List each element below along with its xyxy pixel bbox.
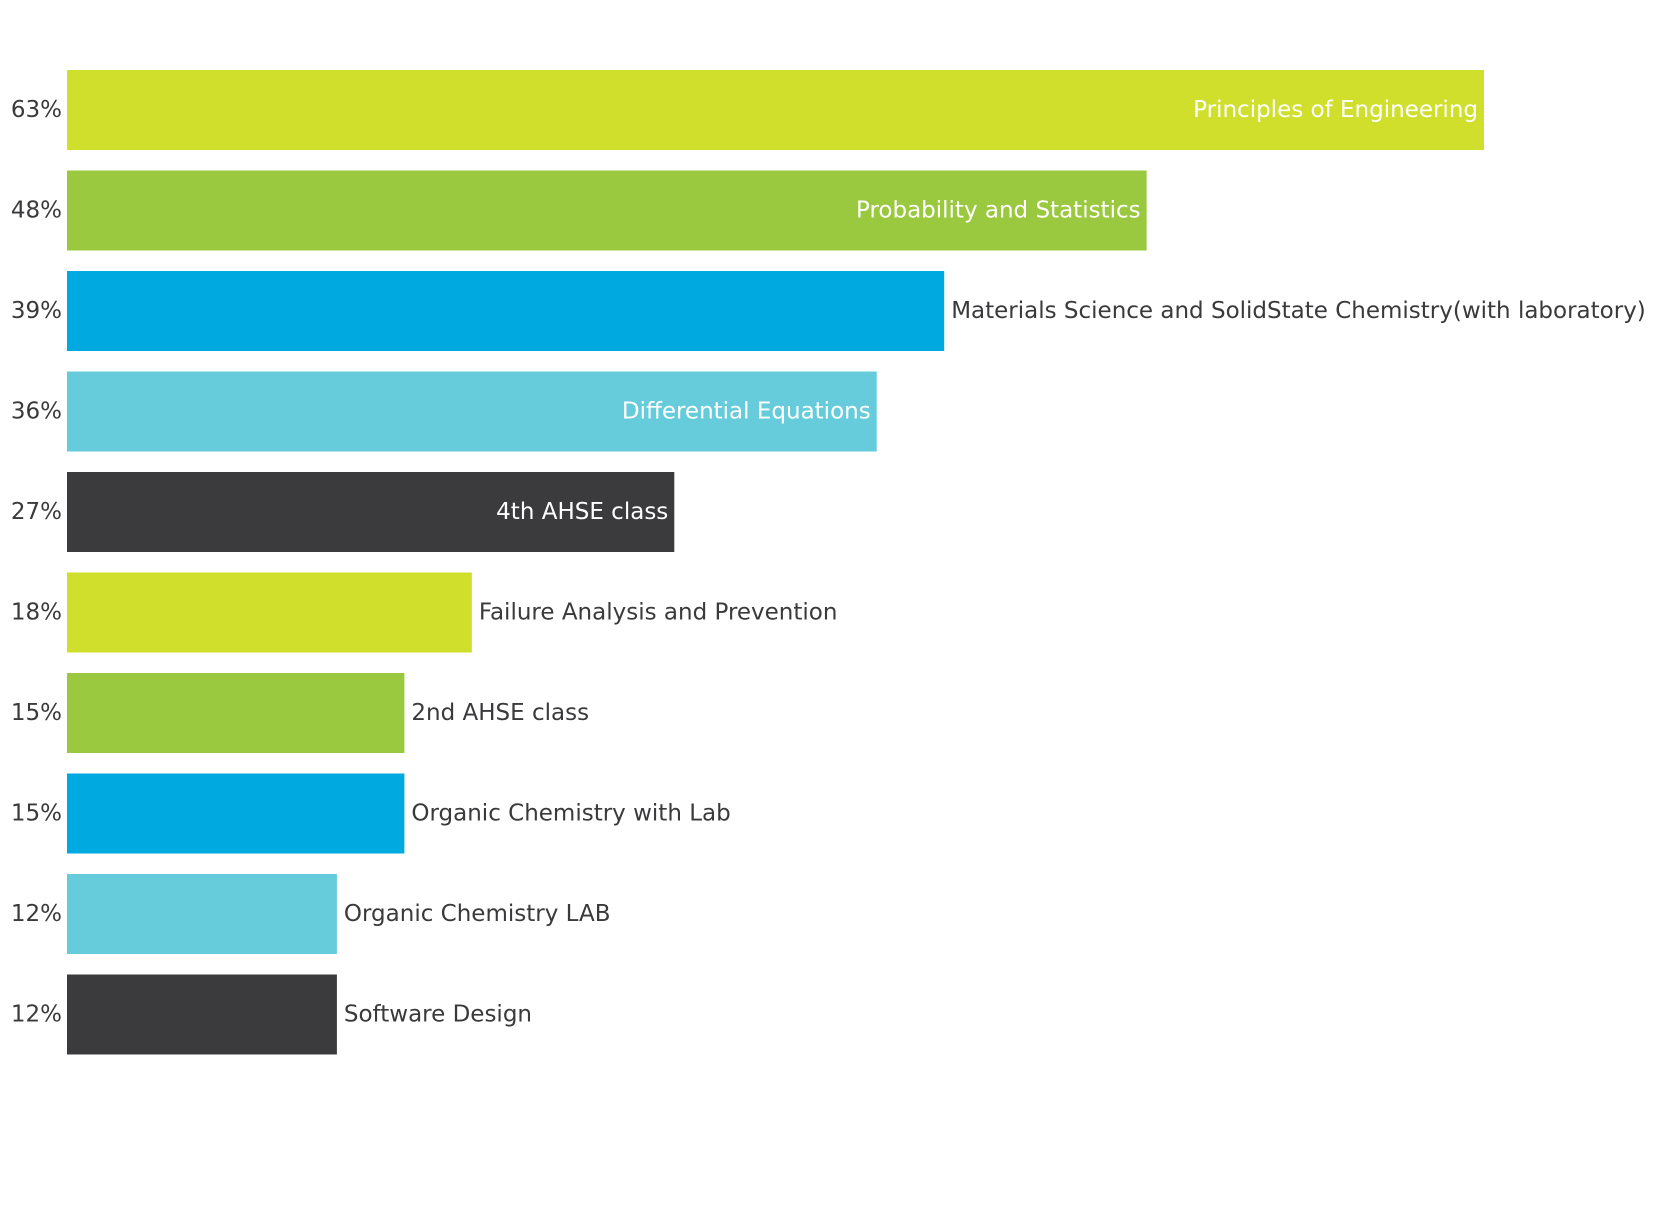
bar xyxy=(67,371,877,452)
value-label: 39% xyxy=(11,298,62,324)
value-label: 27% xyxy=(11,499,62,525)
bar xyxy=(67,673,405,753)
category-label: Materials Science and SolidState Chemist… xyxy=(951,298,1646,324)
bar xyxy=(67,170,1147,251)
category-label: Organic Chemistry LAB xyxy=(344,901,611,927)
value-label: 15% xyxy=(11,801,62,827)
category-label: Probability and Statistics xyxy=(856,198,1141,224)
bar xyxy=(67,472,675,552)
category-label: Organic Chemistry with Lab xyxy=(411,801,730,827)
category-label: Software Design xyxy=(344,1002,532,1028)
bars-layer: 63% Principles of Engineering 48% Probabili… xyxy=(11,70,1646,1055)
bar xyxy=(67,271,945,351)
bar xyxy=(67,874,337,954)
bar xyxy=(67,70,1484,150)
bar xyxy=(67,572,472,653)
value-label: 63% xyxy=(11,97,62,123)
value-label: 12% xyxy=(11,1002,62,1028)
bar xyxy=(67,974,337,1055)
value-label: 36% xyxy=(11,399,62,425)
value-label: 15% xyxy=(11,700,62,726)
bar xyxy=(67,773,405,854)
category-label: Differential Equations xyxy=(622,399,871,425)
category-label: 4th AHSE class xyxy=(496,499,668,525)
category-label: 2nd AHSE class xyxy=(411,700,589,726)
category-label: Failure Analysis and Prevention xyxy=(479,600,838,626)
value-label: 18% xyxy=(11,600,62,626)
category-label: Principles of Engineering xyxy=(1193,97,1478,123)
value-label: 48% xyxy=(11,198,62,224)
value-label: 12% xyxy=(11,901,62,927)
